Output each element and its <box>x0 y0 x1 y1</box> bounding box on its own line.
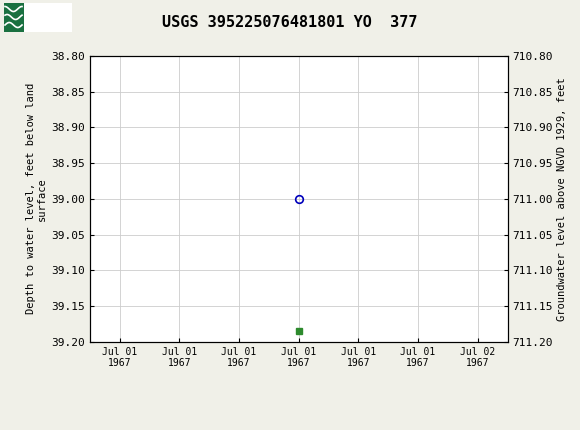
Text: USGS: USGS <box>26 10 73 25</box>
FancyBboxPatch shape <box>4 3 24 32</box>
Text: USGS 395225076481801 YO  377: USGS 395225076481801 YO 377 <box>162 15 418 30</box>
Y-axis label: Groundwater level above NGVD 1929, feet: Groundwater level above NGVD 1929, feet <box>557 77 567 321</box>
Y-axis label: Depth to water level, feet below land
surface: Depth to water level, feet below land su… <box>26 83 47 314</box>
FancyBboxPatch shape <box>4 3 72 32</box>
